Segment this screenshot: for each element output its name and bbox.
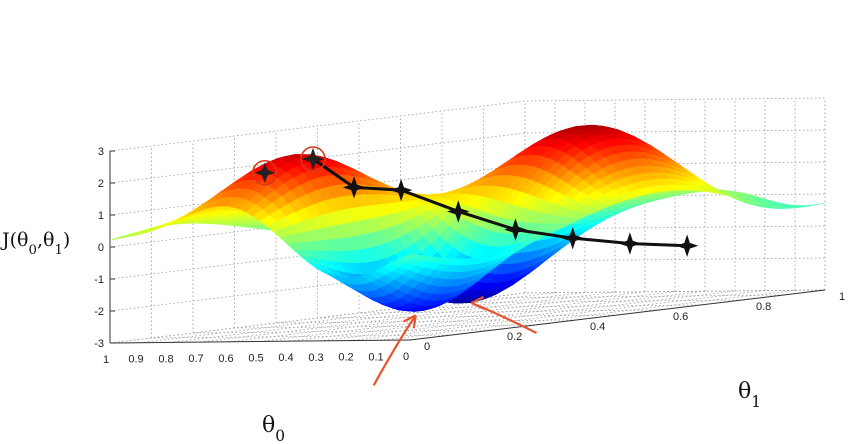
start-point-circle — [300, 146, 326, 172]
grid-line — [379, 289, 796, 341]
gradient-descent-path — [251, 146, 699, 386]
theta0-tick-label: 1 — [103, 354, 109, 366]
theta0-tick-label: 0.4 — [278, 352, 293, 364]
descent-step-marker — [504, 218, 527, 241]
theta1-tick-label: 0 — [424, 341, 430, 353]
theta0-tick-label: 0.9 — [128, 354, 143, 366]
grid-line — [169, 292, 586, 343]
grid-line — [229, 291, 646, 343]
theta1-tick-label: 0.4 — [590, 321, 605, 333]
theta1-tick-label: 0.2 — [507, 331, 522, 343]
z-tick-label: 3 — [98, 146, 104, 158]
descent-step-marker — [389, 178, 413, 202]
theta0-tick-label: 0.7 — [188, 353, 203, 365]
grid-line — [319, 290, 736, 342]
theta0-tick-label: 0.6 — [218, 353, 233, 365]
grid-line — [441, 299, 743, 304]
grid-line — [109, 97, 826, 152]
grid-line — [199, 291, 616, 343]
theta0-tick-label: 0.3 — [308, 352, 323, 364]
theta0-axis-label: θ0 — [262, 413, 285, 444]
arrow-head — [471, 295, 485, 310]
z-tick-label: -3 — [94, 338, 104, 350]
surface-patch — [402, 253, 421, 259]
grid-line — [151, 334, 452, 339]
theta0-tick-label: 0.1 — [368, 351, 383, 363]
descent-step-marker — [675, 234, 699, 257]
z-tick-label: -2 — [94, 306, 104, 318]
theta0-tick-label: 0 — [403, 351, 409, 363]
axis-ticks: -3 -2 -1 0 1 2 3 1 0.9 0.8 0.7 0.6 0.5 0.4 0.3 0.2 0.1 0 0… — [94, 146, 845, 366]
grid-line — [259, 291, 676, 342]
start-point-circle — [251, 159, 278, 186]
z-tick-label: 2 — [98, 178, 104, 190]
theta0-axis-line — [109, 339, 411, 344]
theta1-tick-label: 0.8 — [756, 301, 771, 313]
theta1-axis-label: θ1 — [738, 379, 761, 411]
theta0-tick-label: 0.5 — [248, 353, 263, 365]
minimum-arrow — [372, 314, 417, 386]
descent-step-marker — [342, 176, 366, 199]
z-tick-label: 1 — [98, 210, 104, 222]
theta1-tick-label: 1 — [839, 291, 845, 303]
descent-step-marker — [302, 148, 324, 170]
cost-surface — [109, 124, 826, 312]
theta1-tick-label: 0.6 — [673, 311, 688, 323]
theta1-axis-line — [409, 289, 826, 341]
theta0-tick-label: 0.8 — [158, 353, 173, 365]
grid-line — [275, 319, 577, 324]
z-tick-label: 0 — [98, 242, 104, 254]
descent-step-marker — [561, 226, 584, 250]
descent-step-marker — [254, 162, 275, 183]
z-tick-label: -1 — [94, 274, 104, 286]
descent-step-marker — [618, 232, 642, 255]
descent-step-marker — [447, 200, 470, 223]
theta0-tick-label: 0.2 — [338, 352, 353, 364]
arrow-head — [403, 314, 417, 329]
grid-line — [192, 329, 494, 334]
z-axis-label: J(θ0,θ1) — [0, 229, 70, 258]
grid-line — [139, 292, 556, 344]
